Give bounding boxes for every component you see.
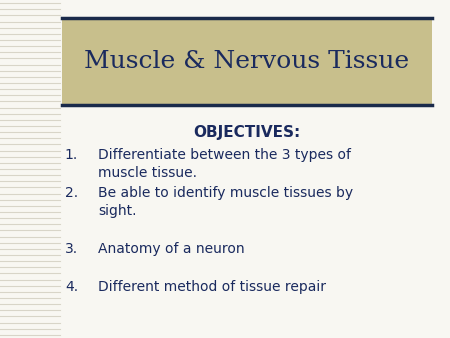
Text: Differentiate between the 3 types of
muscle tissue.: Differentiate between the 3 types of mus… — [98, 148, 351, 180]
Text: Different method of tissue repair: Different method of tissue repair — [98, 280, 326, 294]
Text: 4.: 4. — [65, 280, 78, 294]
Text: 1.: 1. — [65, 148, 78, 162]
Bar — [62, 18, 432, 105]
Text: OBJECTIVES:: OBJECTIVES: — [194, 125, 301, 140]
Text: Muscle & Nervous Tissue: Muscle & Nervous Tissue — [85, 50, 410, 73]
Text: Anatomy of a neuron: Anatomy of a neuron — [98, 242, 245, 256]
Text: 2.: 2. — [65, 186, 78, 200]
Text: 3.: 3. — [65, 242, 78, 256]
Text: Be able to identify muscle tissues by
sight.: Be able to identify muscle tissues by si… — [98, 186, 353, 218]
